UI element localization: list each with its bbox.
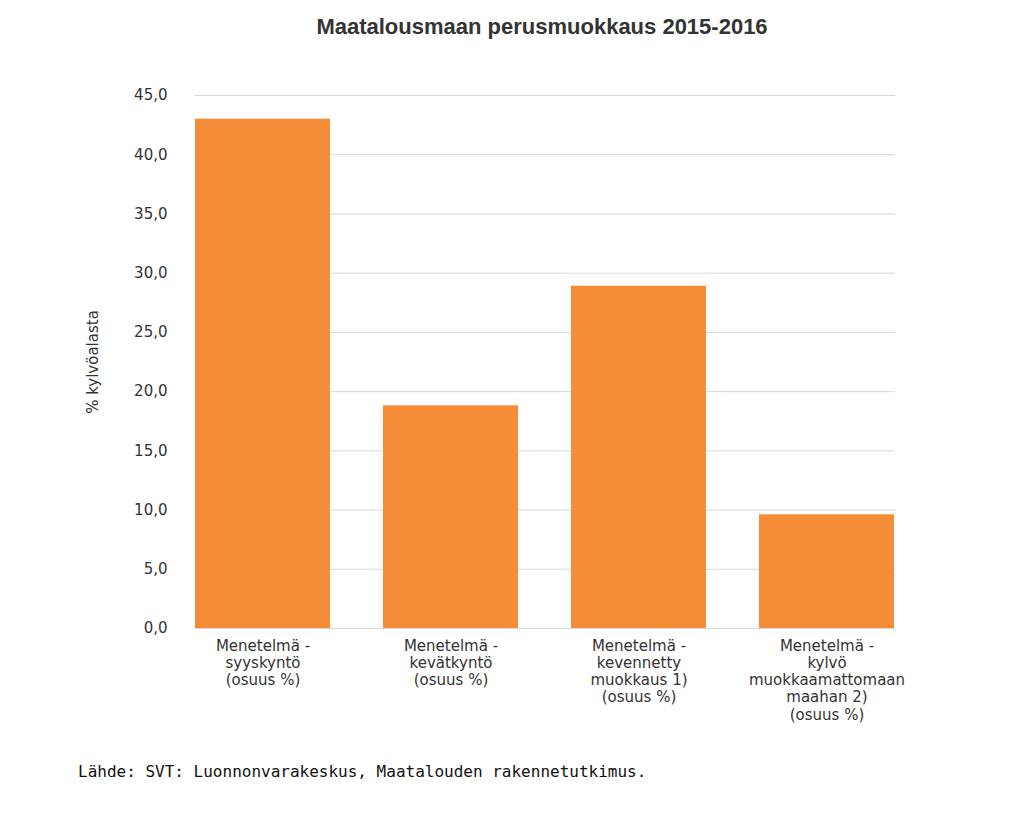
- svg-text:Menetelmä -kylvömuokkaamattoma: Menetelmä -kylvömuokkaamattomaanmaahan 2…: [749, 637, 905, 724]
- html-text:Maatalousmaan perusmuokkaus 20: Maatalousmaan perusmuokkaus 2015-2016: [316, 14, 768, 39]
- svg-text:15,0: 15,0: [134, 442, 167, 460]
- svg-text:% kylvöalasta: % kylvöalasta: [84, 310, 102, 414]
- svg-text:45,0: 45,0: [134, 86, 167, 104]
- svg-text:10,0: 10,0: [134, 501, 167, 519]
- html-text:Lähde: SVT: Luonnonvarakeskus,: Lähde: SVT: Luonnonvarakeskus, Maataloud…: [78, 762, 647, 781]
- svg-text:25,0: 25,0: [134, 323, 167, 341]
- svg-text:30,0: 30,0: [134, 264, 167, 282]
- svg-text:Menetelmä -syyskyntö(osuus %): Menetelmä -syyskyntö(osuus %): [216, 637, 310, 690]
- svg-text:40,0: 40,0: [134, 146, 167, 164]
- svg-text:0,0: 0,0: [144, 619, 168, 637]
- svg-text:Menetelmä -kevätkyntö(osuus %): Menetelmä -kevätkyntö(osuus %): [404, 637, 498, 690]
- svg-text:35,0: 35,0: [134, 205, 167, 223]
- svg-text:20,0: 20,0: [134, 382, 167, 400]
- svg-text:Menetelmä -kevennettymuokkaus: Menetelmä -kevennettymuokkaus 1)(osuus %…: [590, 637, 687, 707]
- svg-text:5,0: 5,0: [144, 560, 168, 578]
